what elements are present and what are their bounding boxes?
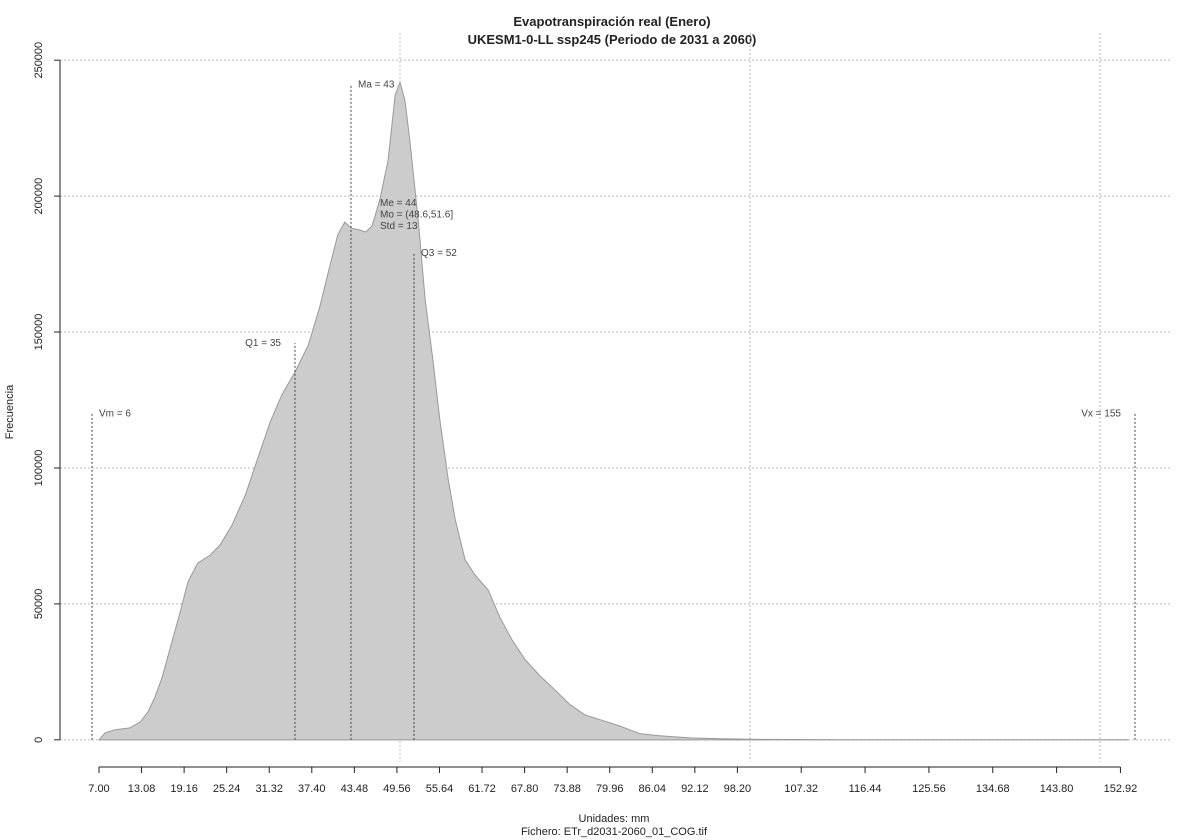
y-tick-label: 150000 [33, 314, 45, 351]
marker-label: Vx = 155 [1081, 409, 1121, 420]
density-area [98, 80, 1129, 741]
x-tick-label: 107.32 [784, 783, 818, 795]
x-tick-label: 7.00 [88, 783, 109, 795]
marker-label: Q3 = 52 [421, 248, 457, 259]
marker-label: Vm = 6 [99, 409, 131, 420]
x-tick-label: 134.68 [976, 783, 1010, 795]
x-tick-label: 49.56 [383, 783, 411, 795]
y-tick-label: 100000 [33, 450, 45, 487]
x-tick-label: 98.20 [724, 783, 752, 795]
x-tick-label: 86.04 [639, 783, 667, 795]
x-tick-label: 55.64 [426, 783, 454, 795]
x-axis-label: Unidades: mm [579, 813, 650, 825]
x-tick-label: 25.24 [213, 783, 241, 795]
x-tick-label: 37.40 [298, 783, 326, 795]
x-tick-label: 31.32 [255, 783, 283, 795]
y-axis-label: Frecuencia [4, 384, 16, 439]
y-tick-label: 50000 [33, 589, 45, 620]
y-tick-label: 250000 [33, 42, 45, 79]
x-tick-label: 67.80 [511, 783, 539, 795]
x-tick-label: 92.12 [681, 783, 709, 795]
x-tick-label: 19.16 [170, 783, 198, 795]
x-tick-label: 116.44 [849, 783, 882, 795]
x-tick-label: 125.56 [912, 783, 946, 795]
x-tick-label: 43.48 [341, 783, 369, 795]
stat-label: Me = 44 [380, 198, 417, 209]
x-tick-label: 152.92 [1104, 783, 1138, 795]
chart-title: Evapotranspiración real (Enero) [513, 14, 710, 29]
x-tick-label: 13.08 [128, 783, 156, 795]
y-tick-label: 0 [33, 737, 45, 743]
x-tick-label: 143.80 [1040, 783, 1074, 795]
chart-subtitle: UKESM1-0-LL ssp245 (Periodo de 2031 a 20… [468, 32, 757, 47]
y-tick-label: 200000 [33, 178, 45, 215]
x-axis-label-file: Fichero: ETr_d2031-2060_01_COG.tif [521, 826, 708, 838]
stat-label: Std = 13 [380, 221, 418, 232]
x-tick-label: 73.88 [553, 783, 581, 795]
x-tick-label: 61.72 [468, 783, 496, 795]
marker-label: Ma = 43 [358, 80, 395, 91]
marker-label: Q1 = 35 [245, 338, 281, 349]
stat-label: Mo = (48.6,51.6] [380, 210, 453, 221]
x-tick-label: 79.96 [596, 783, 624, 795]
